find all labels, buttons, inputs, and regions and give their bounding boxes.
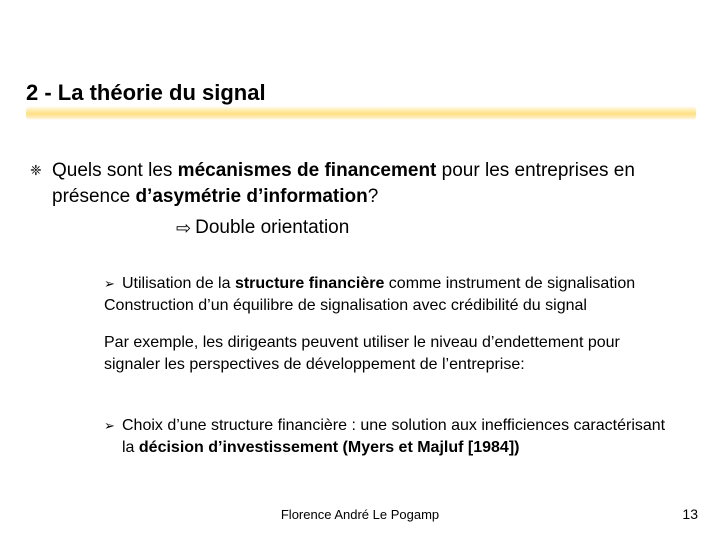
arrow-icon: ⇨	[176, 216, 191, 240]
t: comme instrument de signalisation	[384, 275, 635, 292]
t: Utilisation de la	[122, 275, 235, 292]
t: d’asymétrie d’information	[135, 186, 367, 207]
sub-bullet-2-text: Choix d’une structure financière : une s…	[122, 415, 680, 458]
slide: { "colors": { "background": "#ffffff", "…	[0, 0, 720, 540]
arrow-line: ⇨Double orientation	[30, 215, 690, 241]
sub-bullet-2: ➢ Choix d’une structure financière : une…	[104, 415, 680, 458]
t: structure financière	[235, 275, 384, 292]
example-paragraph: Par exemple, les dirigeants peuvent util…	[104, 332, 680, 375]
sub-block-1: ➢ Utilisation de la structure financière…	[104, 273, 680, 316]
slide-body: ❈ Quels sont les mécanismes de financeme…	[30, 158, 690, 458]
title-highlight	[26, 106, 696, 120]
decor-bullet-icon: ❈	[30, 158, 52, 182]
bullet-main-text: Quels sont les mécanismes de financement…	[52, 158, 690, 209]
t: mécanismes de financement	[178, 160, 437, 181]
example-text: Par exemple, les dirigeants peuvent util…	[104, 332, 680, 375]
chevron-icon: ➢	[104, 273, 122, 294]
t: ?	[368, 186, 379, 207]
sub-bullet-1-cont: Construction d’un équilibre de signalisa…	[104, 295, 680, 317]
footer-author: Florence André Le Pogamp	[0, 507, 720, 522]
slide-title: 2 - La théorie du signal	[26, 80, 694, 106]
footer-page-number: 13	[682, 506, 698, 522]
chevron-icon: ➢	[104, 415, 122, 436]
title-wrap: 2 - La théorie du signal	[26, 80, 694, 106]
sub-bullet-1-text: Utilisation de la structure financière c…	[122, 273, 680, 295]
t: décision d’investissement (Myers et Majl…	[139, 439, 520, 456]
arrow-text: Double orientation	[195, 217, 349, 238]
sub-block-2: ➢ Choix d’une structure financière : une…	[104, 415, 680, 458]
sub-bullet-1: ➢ Utilisation de la structure financière…	[104, 273, 680, 295]
t: Quels sont les	[52, 160, 178, 181]
bullet-main: ❈ Quels sont les mécanismes de financeme…	[30, 158, 690, 209]
